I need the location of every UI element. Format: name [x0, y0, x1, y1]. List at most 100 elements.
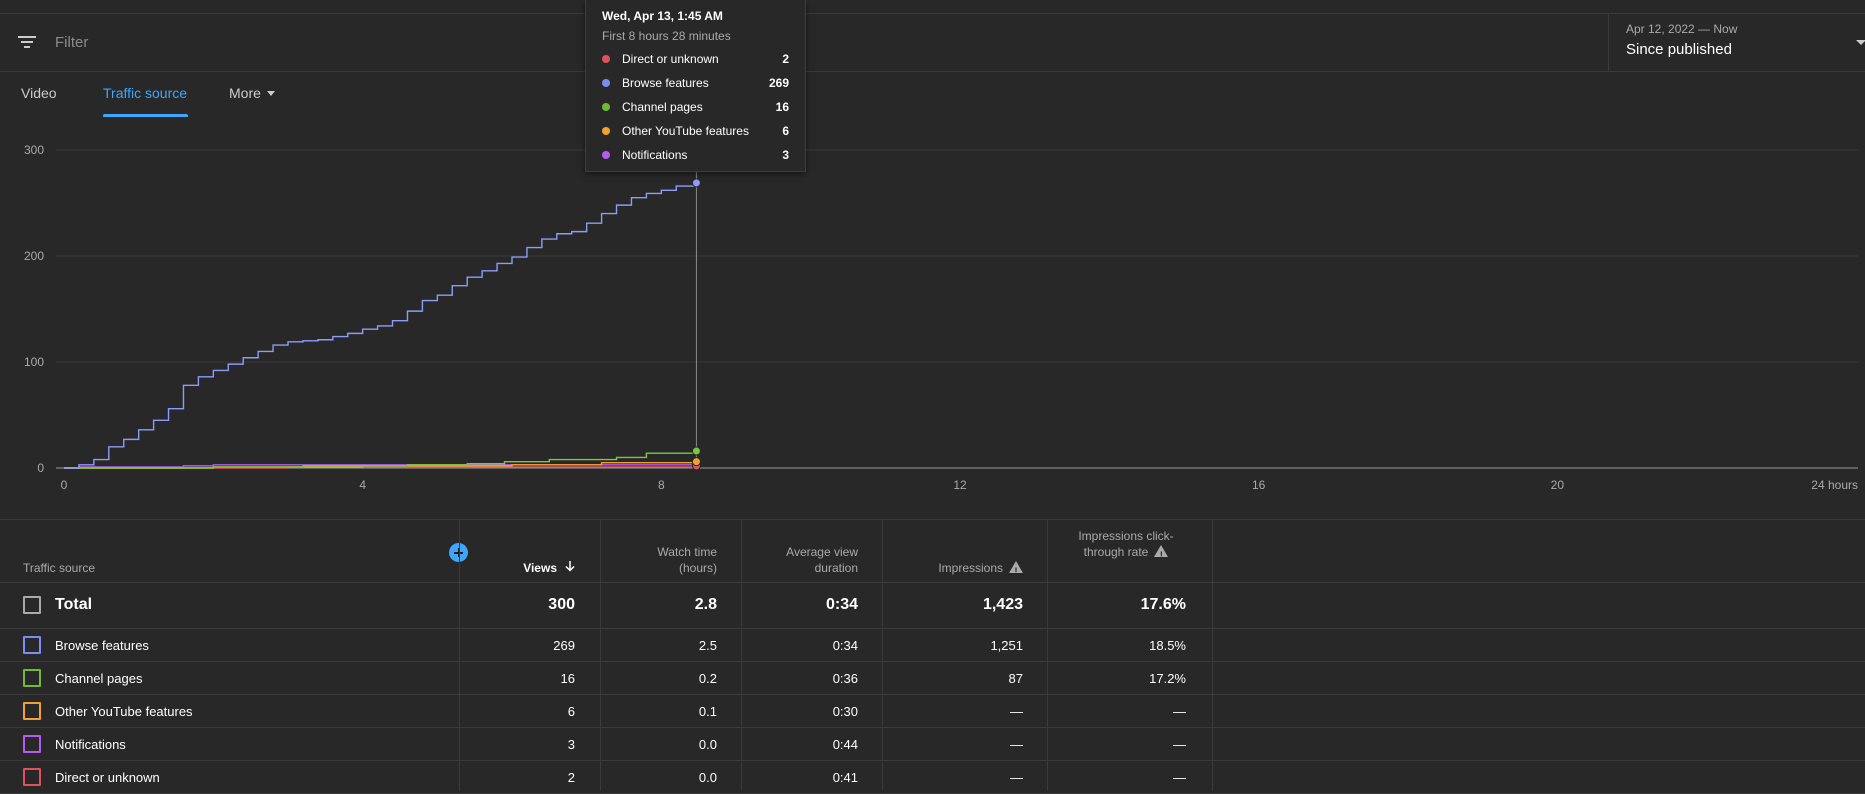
views-cell: 2 [567, 770, 575, 785]
column-divider [600, 519, 601, 791]
table-row[interactable]: Browse features 269 2.5 0:34 1,251 18.5% [0, 629, 1865, 662]
views-cell: 6 [567, 704, 575, 719]
tooltip-row: Other YouTube features 6 [602, 123, 789, 139]
row-label: Direct or unknown [55, 770, 160, 785]
series-point-other-youtube-features [691, 457, 701, 467]
legend-dot-icon [602, 55, 610, 63]
views-cell: 269 [553, 638, 575, 653]
row-checkbox[interactable] [23, 669, 41, 687]
impressions-cell: — [1010, 704, 1023, 719]
column-divider [1047, 519, 1048, 791]
row-label: Channel pages [55, 671, 143, 686]
tooltip-row-value: 3 [782, 148, 789, 162]
impressions-cell: 1,251 [990, 638, 1023, 653]
tab-more[interactable]: More [229, 85, 275, 101]
tooltip-row: Notifications 3 [602, 147, 789, 163]
caret-down-icon [1856, 40, 1865, 45]
tooltip-row-label: Direct or unknown [622, 52, 719, 66]
header-impressions-ctr[interactable]: Impressions click-through rate [1066, 528, 1186, 563]
row-label: Browse features [55, 638, 149, 653]
header-views[interactable]: Views [523, 560, 575, 576]
tooltip-row-label: Browse features [622, 76, 709, 90]
series-point-channel-pages [691, 446, 701, 456]
tab-more-label: More [229, 85, 261, 101]
average-view-duration-cell: 0:34 [825, 596, 858, 613]
average-view-duration-cell: 0:44 [832, 737, 858, 752]
header-average-view-duration[interactable]: Average view duration [786, 545, 858, 575]
ctr-cell: 17.2% [1149, 671, 1186, 686]
row-label: Notifications [55, 737, 126, 752]
y-tick-label: 100 [24, 355, 44, 369]
header-impressions-label: Impressions [938, 561, 1003, 575]
ctr-cell: 18.5% [1149, 638, 1186, 653]
table-row[interactable]: Notifications 3 0.0 0:44 — — [0, 728, 1865, 761]
caret-down-icon [266, 91, 275, 96]
active-tab-indicator [103, 114, 188, 117]
date-range-text: Apr 12, 2022 — Now [1626, 22, 1738, 36]
filter-icon[interactable] [18, 35, 36, 49]
header-watch-time[interactable]: Watch time (hours) [657, 545, 717, 575]
table-header: Traffic source Views Watch time (hours) … [0, 519, 1865, 583]
watch-time-cell: 0.1 [698, 704, 717, 719]
ctr-cell: — [1173, 770, 1186, 785]
average-view-duration-cell: 0:36 [832, 671, 858, 686]
row-checkbox[interactable] [23, 768, 41, 786]
row-checkbox[interactable] [23, 702, 41, 720]
y-tick-label: 0 [37, 461, 44, 475]
views-cell: 16 [560, 671, 575, 686]
table-row[interactable]: Other YouTube features 6 0.1 0:30 — — [0, 695, 1865, 728]
tab-bar: Video Traffic source More [0, 72, 900, 118]
x-tick-label: 8 [658, 478, 665, 492]
series-line-channel-pages [64, 451, 698, 469]
tab-traffic-source[interactable]: Traffic source [103, 85, 188, 101]
add-metric-button[interactable] [449, 543, 468, 562]
tooltip-row-label: Channel pages [622, 100, 703, 114]
column-divider [459, 519, 460, 791]
date-range-label: Since published [1626, 41, 1732, 58]
y-tick-label: 300 [24, 143, 44, 157]
column-divider [741, 519, 742, 791]
tooltip-row: Channel pages 16 [602, 99, 789, 115]
header-impressions[interactable]: Impressions [938, 560, 1023, 579]
tooltip-row-value: 2 [782, 52, 789, 66]
filter-bar: Apr 12, 2022 — Now Since published [0, 14, 1865, 72]
average-view-duration-cell: 0:30 [832, 704, 858, 719]
table-row[interactable]: Channel pages 16 0.2 0:36 87 17.2% [0, 662, 1865, 695]
tooltip-row-value: 6 [782, 124, 789, 138]
watch-time-cell: 2.5 [698, 638, 717, 653]
traffic-chart[interactable]: 0 100 200 300 0 4 8 12 16 20 24 hours [0, 0, 1865, 519]
views-cell: 300 [548, 596, 575, 613]
header-traffic-source[interactable]: Traffic source [23, 561, 96, 575]
series-line-browse-features [64, 182, 698, 469]
tooltip-row-value: 16 [775, 100, 789, 114]
y-tick-label: 200 [24, 249, 44, 263]
legend-dot-icon [602, 79, 610, 87]
legend-dot-icon [602, 103, 610, 111]
impressions-cell: 1,423 [982, 596, 1023, 613]
filter-input[interactable] [55, 32, 555, 52]
tab-video[interactable]: Video [21, 85, 57, 101]
impressions-cell: — [1010, 770, 1023, 785]
x-tick-label: 4 [359, 478, 366, 492]
x-tick-label: 0 [61, 478, 68, 492]
watch-time-cell: 0.2 [698, 671, 717, 686]
ctr-cell: — [1173, 737, 1186, 752]
row-label: Total [55, 596, 93, 613]
row-checkbox[interactable] [23, 735, 41, 753]
ctr-cell: — [1173, 704, 1186, 719]
warning-icon[interactable] [1009, 561, 1023, 579]
series-point-browse-features [691, 178, 701, 188]
row-checkbox[interactable] [23, 636, 41, 654]
impressions-cell: — [1010, 737, 1023, 752]
row-label: Other YouTube features [55, 704, 193, 719]
views-cell: 3 [567, 737, 575, 752]
date-range-selector[interactable]: Apr 12, 2022 — Now Since published [1608, 14, 1865, 71]
table-row-total: Total 300 2.8 0:34 1,423 17.6% [0, 582, 1865, 629]
warning-icon[interactable] [1154, 545, 1169, 563]
arrow-down-icon [565, 561, 575, 572]
tooltip-row-label: Other YouTube features [622, 124, 749, 138]
total-checkbox[interactable] [23, 596, 41, 614]
tooltip-row-label: Notifications [622, 148, 688, 162]
table-row[interactable]: Direct or unknown 2 0.0 0:41 — — [0, 761, 1865, 794]
average-view-duration-cell: 0:41 [832, 770, 858, 785]
